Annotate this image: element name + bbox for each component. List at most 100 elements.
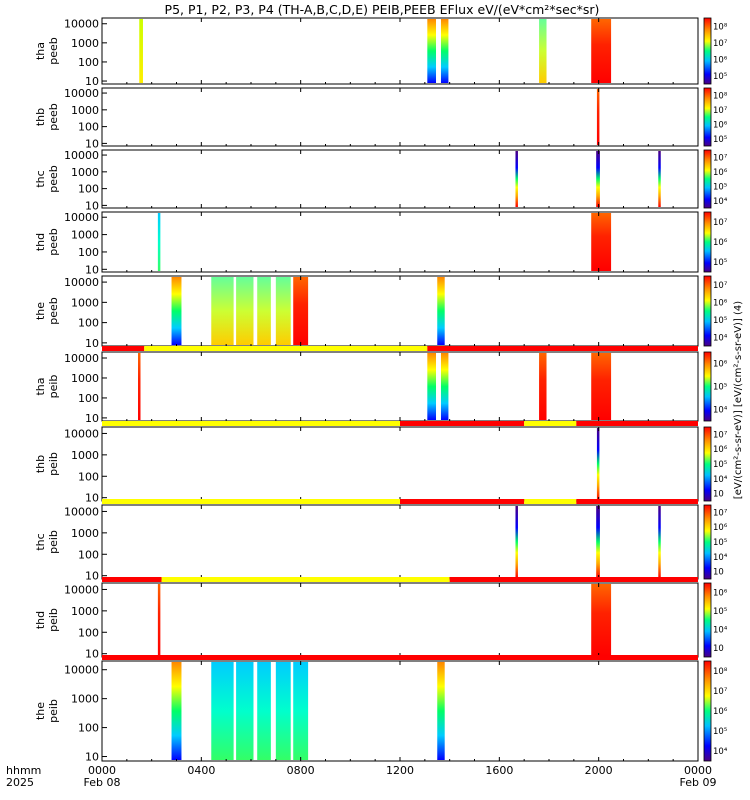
y-tick-label: 10: [85, 337, 99, 350]
data-bar: [172, 277, 182, 345]
y-tick-label: 10000: [64, 352, 99, 365]
data-bar: [427, 353, 436, 420]
colorbar-tick-label: 10⁵: [713, 383, 727, 393]
data-bar: [539, 19, 546, 83]
chart-title: P5, P1, P2, P3, P4 (TH-A,B,C,D,E) PEIB,P…: [165, 2, 600, 17]
colorbar-tick-label: 10⁵: [713, 460, 727, 470]
colorbar: [704, 505, 711, 579]
data-bar: [441, 353, 448, 420]
data-bar: [596, 506, 600, 578]
y-tick-label: 10: [85, 492, 99, 505]
y-tick-label: 10: [85, 570, 99, 583]
colorbar-tick-label: 10⁷: [713, 39, 728, 49]
y-tick-label: 10000: [64, 427, 99, 440]
y-tick-label: 1000: [71, 372, 99, 385]
flag-segment: [400, 421, 524, 426]
panel-thc-peib: 10100100010000thc peib10⁳10⁴10⁵10⁶10⁷: [34, 499, 728, 583]
data-bar: [596, 151, 600, 207]
x-tick-sublabel: Feb 08: [84, 776, 121, 789]
panel-the-peib: 10100100010000the peib10⁴10⁵10⁶10⁷10⁸: [34, 655, 728, 764]
colorbar-tick-label: 10⁵: [713, 258, 727, 268]
colorbar-tick-label: 10⁵: [713, 182, 727, 192]
colorbar-tick-label: 10⁶: [713, 55, 728, 65]
x-axis-label-line2: 2025: [6, 776, 34, 789]
data-bar: [437, 662, 444, 760]
colorbar-label: [eV/(cm²-s-sr-eV)] [eV/(cm²-s-sr-eV)] (4…: [733, 301, 744, 499]
y-tick-label: 100: [78, 470, 99, 483]
colorbar: [704, 18, 711, 84]
flag-segment: [102, 346, 144, 351]
y-tick-label: 10: [85, 648, 99, 661]
x-tick-label: 1600: [485, 764, 513, 777]
y-tick-label: 100: [78, 722, 99, 735]
colorbar-tick-label: 10⁵: [713, 135, 727, 145]
y-tick-label: 10000: [64, 87, 99, 100]
colorbar-tick-label: 10⁶: [713, 360, 728, 370]
y-tick-label: 1000: [71, 166, 99, 179]
colorbar-tick-label: 10⁴: [713, 197, 728, 207]
y-tick-label: 100: [78, 626, 99, 639]
y-tick-label: 10: [85, 263, 99, 276]
panel-label-line2: peeb: [47, 37, 60, 65]
y-tick-label: 100: [78, 56, 99, 69]
colorbar-tick-label: 10⁶: [713, 120, 728, 130]
data-bar: [658, 506, 660, 578]
flag-segment: [450, 577, 698, 582]
data-bar: [658, 151, 660, 207]
colorbar-tick-label: 10⁴: [713, 553, 728, 563]
spectrogram-figure: P5, P1, P2, P3, P4 (TH-A,B,C,D,E) PEIB,P…: [0, 0, 750, 800]
data-bar: [539, 353, 546, 420]
data-bar: [591, 584, 611, 656]
panel-tha-peeb: 10 100 1000 10000 tha peeb 10⁵ 10⁶ 10⁷ 10⁸: [34, 18, 728, 88]
panel-frame: [102, 150, 698, 208]
y-tick-label: 1000: [71, 296, 99, 309]
panel-tha-peib: 10 100 1000 10000 tha peib 10⁴ 10⁵ 10⁶: [34, 346, 728, 425]
data-bar: [427, 19, 436, 83]
y-tick-label: 1000: [71, 229, 99, 242]
x-tick-label: 2000: [585, 764, 613, 777]
colorbar-tick-label: 10⁶: [713, 588, 728, 598]
data-bar: [591, 19, 611, 83]
x-tick-labels: 0000Feb 080400 0800 1200 1600 2000 0000Feb 09: [84, 764, 717, 789]
y-tick-label: 1000: [71, 693, 99, 706]
flag-segment: [162, 577, 450, 582]
panel-frame: [102, 661, 698, 761]
colorbar-tick-label: 10⁶: [713, 707, 728, 717]
flag-segment: [576, 421, 698, 426]
y-tick-label: 10000: [64, 211, 99, 224]
data-bar: [257, 277, 271, 345]
colorbar-tick-label: 10⁴: [713, 625, 728, 635]
y-tick-label: 1000: [71, 449, 99, 462]
colorbar-tick-label: 10⁷: [713, 281, 728, 291]
data-bar: [437, 277, 444, 345]
panel-frame: [102, 88, 698, 146]
data-bar: [597, 428, 599, 500]
data-bar: [515, 506, 517, 578]
flag-segment: [524, 499, 576, 504]
colorbar: [704, 661, 711, 761]
data-bar: [138, 353, 140, 420]
flag-segment: [576, 499, 698, 504]
panel-label-line1: tha: [34, 377, 47, 395]
y-tick-label: 100: [78, 183, 99, 196]
data-bar: [293, 277, 308, 345]
panel-label-line1: thc: [34, 170, 47, 187]
panel-the-peeb: 10 100 1000 10000 the peeb 10⁴ 10⁵ 10⁶ 10⁷: [34, 276, 728, 350]
colorbar-tick-label: 10⁸: [713, 667, 728, 677]
colorbar-tick-label: 10⁷: [713, 508, 728, 518]
data-bar: [211, 277, 233, 345]
colorbar-tick-label: 10⁴: [713, 747, 728, 757]
x-tick-label: 1200: [386, 764, 414, 777]
panel-frame: [102, 505, 698, 579]
colorbar-tick-label: 10⁵: [713, 607, 727, 617]
colorbar: [704, 427, 711, 501]
y-tick-label: 10: [85, 751, 99, 764]
data-bar: [515, 151, 517, 207]
data-bar: [158, 584, 160, 656]
y-tick-label: 10: [85, 412, 99, 425]
panel-label-line2: peib: [47, 375, 60, 399]
panel-label-line2: peib: [47, 530, 60, 554]
panel-label-line2: peeb: [47, 165, 60, 193]
data-bar: [276, 277, 291, 345]
panel-label-line2: peib: [47, 699, 60, 723]
